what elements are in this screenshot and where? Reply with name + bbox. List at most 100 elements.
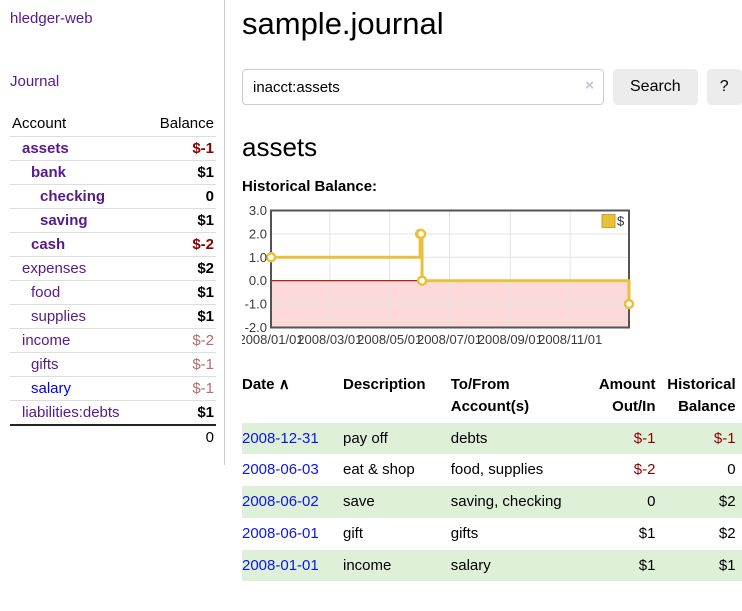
- transaction-date-cell: 2008-12-31: [242, 423, 343, 455]
- total-spacer: [10, 425, 145, 449]
- account-balance: 0: [205, 188, 214, 205]
- transaction-balance: 0: [727, 461, 736, 479]
- transaction-accounts: debts: [450, 429, 488, 447]
- brand-link[interactable]: hledger-web: [10, 10, 93, 27]
- transaction-date-cell: 2008-01-01: [242, 550, 343, 582]
- transaction-date-link[interactable]: 2008-01-01: [242, 556, 319, 574]
- account-row: liabilities:debts $1: [10, 400, 216, 426]
- svg-text:3.0: 3.0: [249, 203, 267, 218]
- nav-journal-link[interactable]: Journal: [10, 73, 60, 90]
- account-row: expenses $2: [10, 256, 216, 281]
- svg-text:2008/07/01: 2008/07/01: [417, 332, 482, 347]
- account-link-assets[interactable]: assets: [22, 140, 69, 157]
- register-row: 2008-06-03 eat & shop food, supplies $-2 0: [242, 454, 742, 486]
- account-cell: bank: [10, 161, 145, 185]
- account-balance: $-1: [192, 380, 214, 397]
- account-link-supplies[interactable]: supplies: [31, 308, 87, 325]
- balance-column-header: Balance: [159, 115, 214, 132]
- account-balance: $-2: [192, 236, 214, 253]
- account-link-salary[interactable]: salary: [31, 380, 72, 397]
- register-row: 2008-12-31 pay off debts $-1 $-1: [242, 422, 742, 455]
- accounts-header-row: Account Balance: [10, 111, 216, 137]
- account-link-saving[interactable]: saving: [40, 212, 88, 229]
- svg-text:2008/03/01: 2008/03/01: [297, 332, 362, 347]
- transaction-accounts: saving, checking: [450, 493, 562, 510]
- account-cell: liabilities:debts: [10, 401, 145, 426]
- account-balance: $1: [197, 284, 214, 301]
- account-cell: supplies: [10, 305, 145, 329]
- register-body: 2008-12-31 pay off debts $-1 $-1 2008-06-03 ea…: [242, 422, 742, 582]
- transaction-amount: $1: [638, 556, 656, 574]
- account-link-bank[interactable]: bank: [31, 164, 67, 181]
- transaction-amount: $1: [638, 524, 656, 542]
- transaction-date-cell: 2008-06-02: [242, 486, 343, 518]
- svg-text:2008/09/01: 2008/09/01: [478, 332, 543, 347]
- account-balance: $-2: [192, 332, 214, 349]
- account-balance: $2: [197, 260, 214, 277]
- account-link-cash[interactable]: cash: [31, 236, 66, 253]
- transaction-description: income: [342, 556, 392, 574]
- sort-asc-icon: ∧: [278, 376, 290, 393]
- transaction-description: eat & shop: [342, 461, 415, 479]
- account-row: assets $-1: [10, 136, 216, 161]
- transaction-date-cell: 2008-06-01: [242, 518, 343, 550]
- svg-text:$: $: [617, 214, 625, 229]
- svg-text:-2.0: -2.0: [245, 320, 267, 335]
- transaction-date-link[interactable]: 2008-12-31: [242, 429, 319, 447]
- register-sort-date[interactable]: Date ∧: [242, 369, 343, 423]
- svg-text:2008/01/01: 2008/01/01: [242, 332, 304, 347]
- svg-text:2008/05/01: 2008/05/01: [357, 332, 422, 347]
- account-row: checking 0: [10, 184, 216, 209]
- account-balance: $1: [197, 212, 214, 229]
- register-header-row: Date ∧ Description To/From Account(s) Am…: [242, 369, 742, 423]
- transaction-balance: $2: [718, 493, 736, 510]
- sidebar-accounts-table: Account Balance assets $-1 bank $1 checking 0…: [10, 111, 216, 449]
- amount-column-header: Amount Out/In: [598, 376, 656, 415]
- account-cell: salary: [10, 377, 145, 401]
- date-column-label: Date: [242, 376, 275, 393]
- register-row: 2008-01-01 income salary $1 $1: [242, 549, 742, 582]
- search-button[interactable]: Search: [613, 69, 698, 105]
- transaction-accounts: salary: [450, 556, 491, 574]
- transaction-date-link[interactable]: 2008-06-03: [242, 461, 319, 479]
- account-balance: $1: [197, 308, 214, 325]
- account-title: assets: [242, 132, 318, 162]
- account-cell: expenses: [10, 257, 145, 281]
- register-row: 2008-06-02 save saving, checking 0 $2: [242, 486, 742, 518]
- account-link-food[interactable]: food: [31, 284, 61, 301]
- register-row: 2008-06-01 gift gifts $1 $2: [242, 518, 742, 550]
- search-input[interactable]: [242, 69, 604, 105]
- account-row: bank $1: [10, 160, 216, 185]
- account-balance: $1: [197, 164, 214, 181]
- chart-label: Historical Balance:: [242, 178, 378, 195]
- account-link-checking[interactable]: checking: [40, 188, 106, 205]
- sidebar: hledger-web Journal Account Balance asse…: [0, 0, 225, 465]
- main-content: sample.journal × Search ? assets Histori…: [225, 0, 742, 611]
- sidebar-total-row: 0: [10, 425, 216, 449]
- accounts-column-header-main: To/From Account(s): [450, 376, 530, 415]
- account-row: food $1: [10, 280, 216, 305]
- svg-text:1.0: 1.0: [249, 250, 267, 265]
- account-link-gifts[interactable]: gifts: [31, 356, 59, 373]
- transaction-balance: $2: [718, 524, 736, 542]
- clear-search-icon[interactable]: ×: [585, 77, 594, 94]
- account-row: income $-2: [10, 328, 216, 353]
- account-balance: $-1: [192, 356, 214, 373]
- transaction-date-link[interactable]: 2008-06-01: [242, 524, 319, 542]
- historical-balance-column-header: Historical Balance: [667, 376, 736, 415]
- transaction-description: save: [342, 493, 375, 510]
- account-link-expenses[interactable]: expenses: [22, 260, 87, 277]
- transaction-date-link[interactable]: 2008-06-02: [242, 493, 319, 510]
- search-form: × Search ?: [242, 69, 742, 105]
- account-row: cash $-2: [10, 232, 216, 257]
- account-link-income[interactable]: income: [22, 332, 71, 349]
- transaction-date-cell: 2008-06-03: [242, 454, 343, 486]
- account-link-liabilities-debts[interactable]: liabilities:debts: [22, 404, 120, 421]
- account-cell: assets: [10, 137, 145, 161]
- register-table: Date ∧ Description To/From Account(s) Am…: [242, 369, 742, 582]
- account-cell: food: [10, 281, 145, 305]
- help-button[interactable]: ?: [706, 69, 742, 105]
- transaction-amount: $-2: [633, 461, 656, 479]
- svg-text:2008/11/01: 2008/11/01: [538, 332, 602, 347]
